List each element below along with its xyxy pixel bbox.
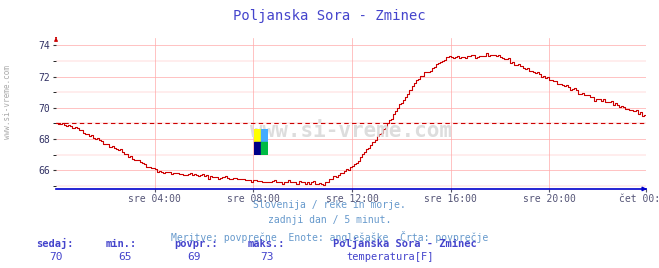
Text: www.si-vreme.com: www.si-vreme.com — [3, 65, 13, 139]
Text: 70: 70 — [49, 252, 63, 262]
Bar — [261, 142, 268, 155]
Text: povpr.:: povpr.: — [175, 239, 218, 249]
Text: 73: 73 — [260, 252, 273, 262]
Text: Poljanska Sora - Zminec: Poljanska Sora - Zminec — [233, 9, 426, 23]
Text: temperatura[F]: temperatura[F] — [346, 252, 434, 262]
Text: Meritve: povprečne  Enote: anglešaške  Črta: povprečje: Meritve: povprečne Enote: anglešaške Črt… — [171, 231, 488, 243]
Text: min.:: min.: — [105, 239, 136, 249]
Bar — [254, 129, 261, 142]
Text: Poljanska Sora - Zminec: Poljanska Sora - Zminec — [333, 238, 476, 249]
Text: maks.:: maks.: — [247, 239, 285, 249]
Text: 65: 65 — [119, 252, 132, 262]
Bar — [261, 129, 268, 142]
Text: sedaj:: sedaj: — [36, 238, 74, 249]
Text: www.si-vreme.com: www.si-vreme.com — [250, 121, 452, 142]
Text: 69: 69 — [188, 252, 201, 262]
Text: Slovenija / reke in morje.: Slovenija / reke in morje. — [253, 200, 406, 210]
Bar — [254, 142, 261, 155]
Text: zadnji dan / 5 minut.: zadnji dan / 5 minut. — [268, 215, 391, 225]
